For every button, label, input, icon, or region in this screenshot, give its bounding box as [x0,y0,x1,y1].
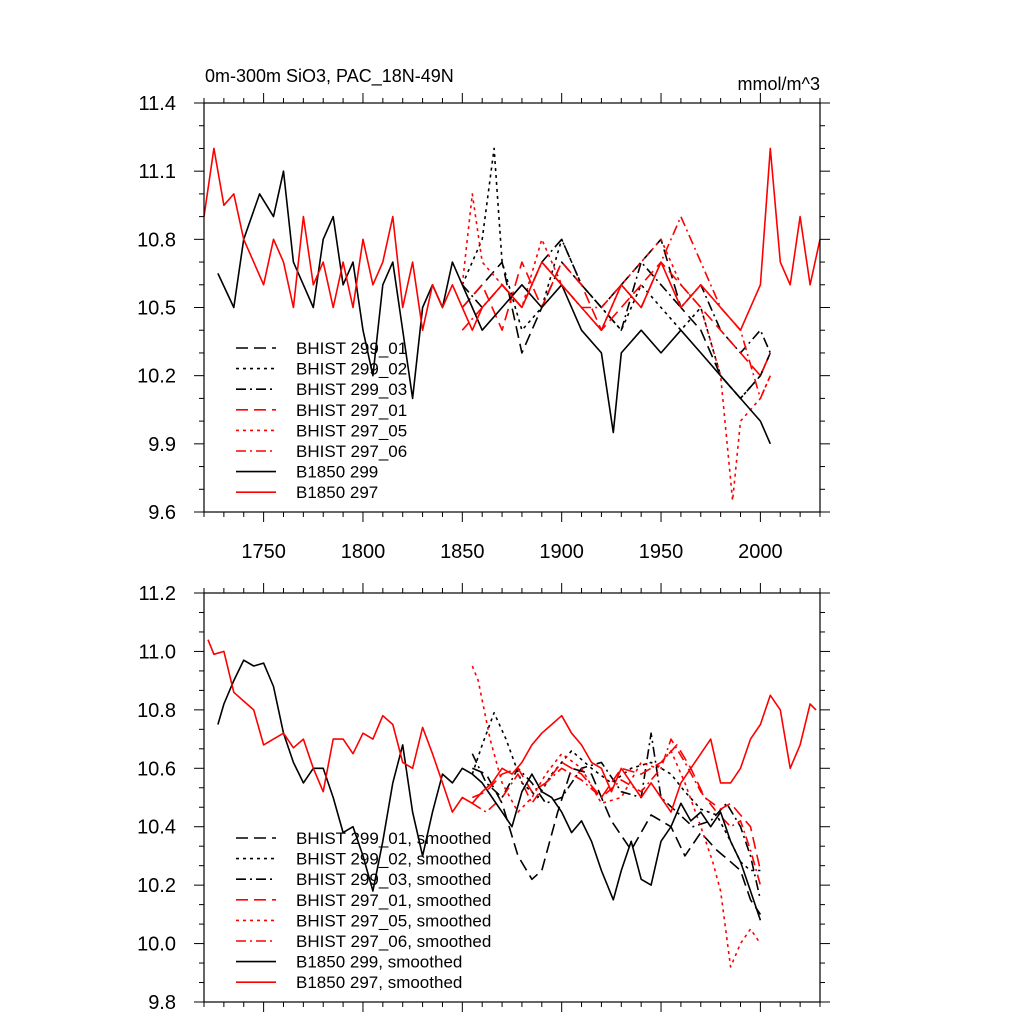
series-line [217,659,762,921]
x-tick-label: 2000 [738,541,783,563]
y-tick-label: 11.1 [139,161,176,183]
legend-label: B1850 297 [296,483,378,502]
y-tick-label: 10.2 [137,366,176,388]
y-tick-label: 10.8 [137,700,176,722]
legend-label: B1850 299 [296,463,378,482]
series-line [471,738,762,886]
plot-frame [203,592,821,1003]
legend-label: BHIST 297_06, smoothed [296,932,491,951]
legend-label: BHIST 297_05, smoothed [296,911,491,930]
y-tick-label: 10.6 [137,758,176,780]
legend-label: BHIST 297_01, smoothed [296,891,491,910]
x-tick-label: 1850 [440,541,485,563]
legend-label: BHIST 297_05 [296,421,407,440]
legend-label: BHIST 299_03 [296,380,407,399]
series-line [461,238,772,400]
legend-label: BHIST 299_01 [296,339,407,358]
chart-title: 0m-300m SiO3, PAC_18N-49N [205,66,454,87]
legend-label: B1850 299, smoothed [296,953,462,972]
units-label: mmol/m^3 [738,74,820,94]
y-tick-label: 10.8 [137,229,176,251]
y-tick-label: 11.2 [139,583,176,605]
x-tick-label: 1950 [639,541,684,563]
series-line [461,147,772,400]
series-line [461,215,772,400]
series-line [471,767,762,915]
y-tick-label: 11.4 [139,93,176,115]
series-line [471,744,762,871]
x-tick-label: 1900 [539,541,584,563]
x-tick-label: 1750 [241,541,286,563]
y-tick-label: 10.4 [137,817,176,839]
x-tick-label: 1800 [341,541,386,563]
bottom-chart: 9.8 10.0 10.2 10.4 10.6 10.8 11.0 11.2 BHIST 299… [137,583,830,1014]
y-tick-label: 11.0 [139,641,176,663]
series-line [461,261,772,377]
top-chart: 1750 1800 1850 1900 1950 2000 9.6 9.9 10.2 10.5 10… [137,93,830,563]
legend-label: BHIST 299_03, smoothed [296,870,491,889]
legend-label: BHIST 299_02, smoothed [296,850,491,869]
series-line [207,639,817,813]
series-line [461,193,772,502]
legend-label: B1850 297, smoothed [296,973,462,992]
y-tick-label: 9.9 [148,434,176,456]
y-tick-label: 9.6 [148,502,176,524]
y-tick-label: 10.2 [137,875,176,897]
legend-label: BHIST 297_01 [296,401,407,420]
legend-label: BHIST 299_02 [296,360,407,379]
y-tick-label: 9.8 [148,992,176,1014]
legend-label: BHIST 297_06 [296,442,407,461]
y-tick-label: 10.5 [137,298,176,320]
y-tick-label: 10.0 [137,934,176,956]
series-line [203,147,821,331]
legend-label: BHIST 299_01, smoothed [296,829,491,848]
